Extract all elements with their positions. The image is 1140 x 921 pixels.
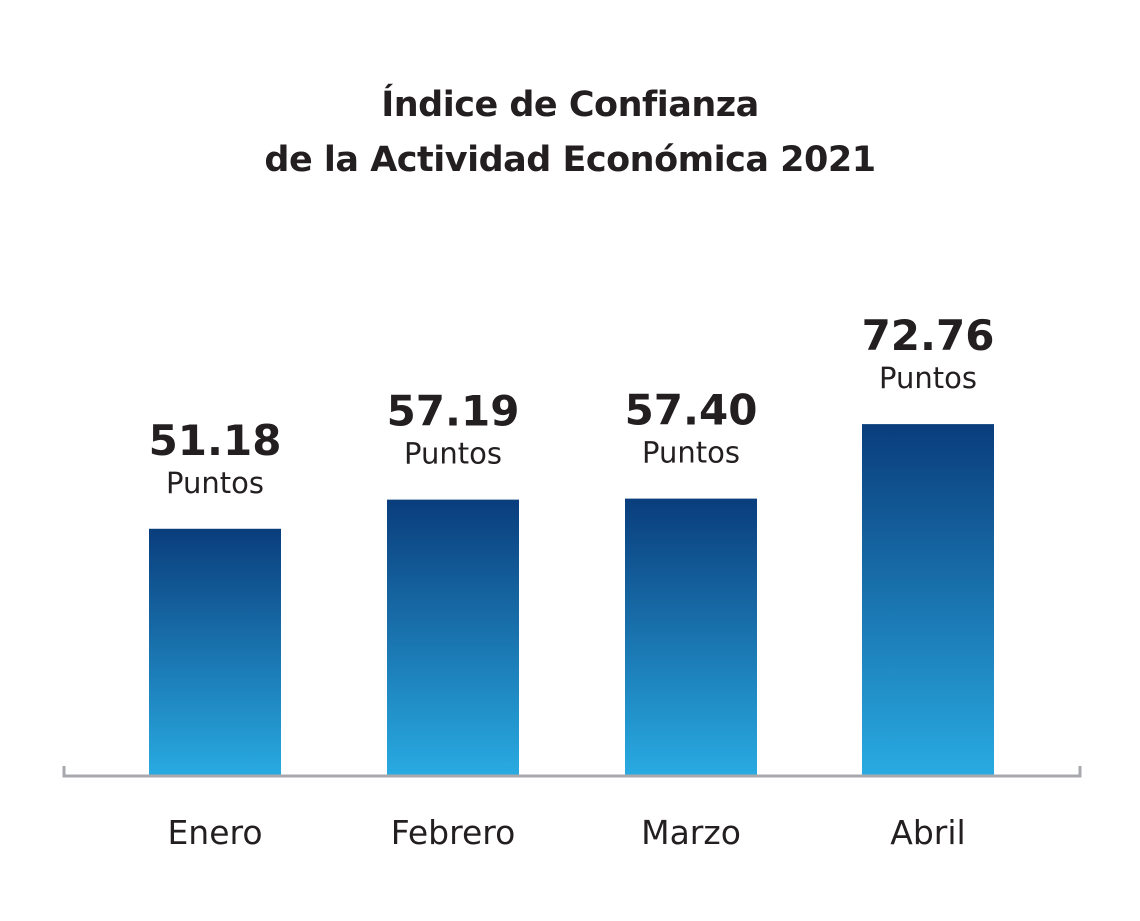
x-tick-label: Febrero — [391, 813, 516, 852]
bar-marzo — [625, 498, 757, 777]
bar-enero — [149, 528, 281, 777]
data-label-unit: Puntos — [404, 437, 502, 471]
x-axis — [62, 766, 1082, 778]
bar-abril — [862, 424, 994, 777]
data-label-unit: Puntos — [879, 361, 977, 395]
data-label-value: 51.18 — [149, 416, 282, 465]
data-label-value: 57.40 — [625, 386, 758, 435]
x-tick-label: Marzo — [641, 813, 741, 852]
data-label-value: 72.76 — [862, 311, 995, 360]
x-tick-label: Abril — [890, 813, 965, 852]
chart-title-line-1: Índice de Confianza — [381, 85, 759, 125]
data-label-unit: Puntos — [166, 466, 264, 500]
chart-title-line-2: de la Actividad Económica 2021 — [264, 140, 876, 180]
x-tick-label: Enero — [167, 813, 262, 852]
bar-febrero — [387, 499, 519, 777]
data-label-unit: Puntos — [642, 436, 740, 470]
data-label-value: 57.19 — [387, 387, 520, 436]
